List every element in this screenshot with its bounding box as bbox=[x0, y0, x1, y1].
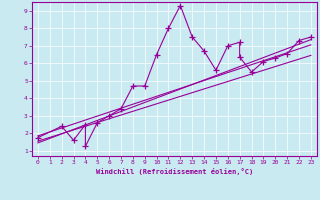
X-axis label: Windchill (Refroidissement éolien,°C): Windchill (Refroidissement éolien,°C) bbox=[96, 168, 253, 175]
